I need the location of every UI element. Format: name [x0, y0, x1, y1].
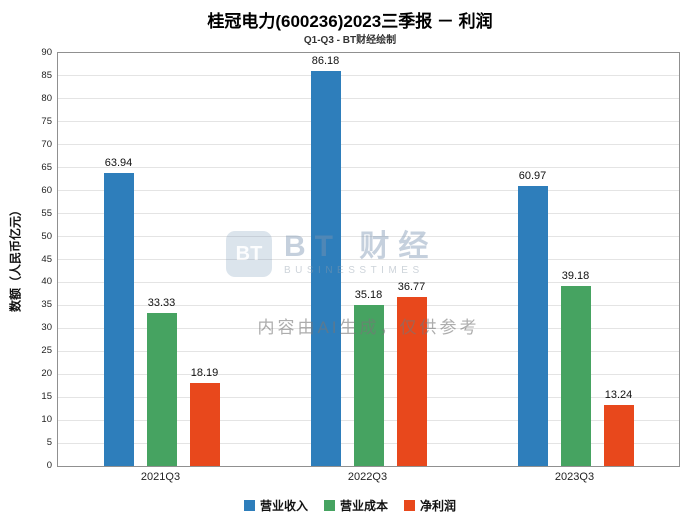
bar	[396, 297, 427, 466]
bar-value-label: 39.18	[561, 270, 590, 283]
bar	[189, 382, 220, 466]
bar	[517, 186, 548, 466]
gridline	[58, 190, 679, 192]
x-tick-label: 2023Q3	[554, 471, 595, 483]
y-tick-label: 40	[41, 276, 52, 288]
y-tick-label: 45	[41, 253, 52, 265]
gridline	[58, 98, 679, 100]
x-tick-label: 2021Q3	[140, 471, 181, 483]
bar-value-label: 13.24	[604, 389, 633, 402]
legend-swatch	[243, 500, 255, 511]
gridline	[58, 167, 679, 169]
watermark-ai-note: 内容由AI生成，仅供参考	[257, 318, 480, 337]
bar-value-label: 60.97	[518, 170, 547, 183]
y-tick-label: 75	[41, 115, 52, 127]
bar	[603, 405, 634, 466]
bar-value-label: 18.19	[190, 366, 219, 379]
legend-item: 净利润	[404, 497, 456, 514]
watermark-logo: BT BT 财经 BUSINESSTIMES	[226, 231, 437, 277]
y-tick-label: 0	[46, 460, 52, 471]
bar-value-label: 63.94	[104, 156, 133, 169]
gridline	[58, 144, 679, 146]
y-tick-label: 65	[41, 161, 52, 173]
gridline	[58, 236, 679, 238]
y-tick-label: 80	[41, 92, 52, 104]
bar-value-label: 36.77	[397, 281, 426, 294]
gridline	[58, 259, 679, 260]
y-tick-label: 60	[41, 184, 52, 196]
y-tick-label: 25	[41, 345, 52, 357]
bar	[560, 286, 591, 466]
bar-value-label: 35.18	[354, 288, 383, 301]
y-tick-label: 15	[41, 391, 52, 403]
bar	[310, 70, 341, 466]
y-tick-label: 85	[41, 69, 52, 81]
plot-area: 63.94 33.33 18.19 86.18 35.18 36.77 60.97 39.18…	[57, 52, 680, 467]
y-tick-label: 55	[41, 207, 52, 219]
gridline	[58, 281, 679, 283]
bar	[103, 172, 134, 466]
gridline	[58, 75, 679, 77]
y-tick-label: 70	[41, 138, 52, 150]
legend-swatch	[323, 500, 335, 511]
gridline	[58, 213, 679, 215]
legend-item: 营业收入	[243, 497, 308, 514]
bar-value-label: 86.18	[311, 54, 340, 67]
legend-swatch	[404, 500, 415, 511]
legend-label: 营业成本	[339, 499, 388, 513]
watermark-logo-subtext: BUSINESSTIMES	[284, 265, 424, 276]
gridline	[58, 121, 679, 123]
bar	[353, 304, 384, 466]
y-tick-label: 5	[46, 437, 52, 449]
bar	[146, 313, 177, 466]
watermark-logo-text: BT 财经	[284, 230, 438, 263]
x-tick-label: 2022Q3	[347, 471, 388, 483]
y-tick-label: 35	[41, 299, 52, 311]
chart-title: 桂冠电力(600236)2023三季报 － 利润	[207, 12, 493, 31]
y-tick-label: 20	[41, 368, 52, 380]
chart-subtitle: Q1-Q3 - BT财经绘制	[303, 35, 397, 46]
bt-logo-icon: BT	[226, 231, 272, 277]
y-tick-label: 30	[41, 322, 52, 334]
y-tick-label: 90	[41, 47, 52, 58]
legend-item: 营业成本	[323, 497, 388, 514]
y-tick-label: 50	[41, 230, 52, 242]
y-tick-label: 10	[41, 414, 52, 426]
legend-label: 营业收入	[259, 499, 308, 513]
bar-value-label: 33.33	[147, 297, 176, 310]
legend: 营业收入 营业成本 净利润	[0, 497, 700, 514]
legend-label: 净利润	[420, 499, 457, 513]
